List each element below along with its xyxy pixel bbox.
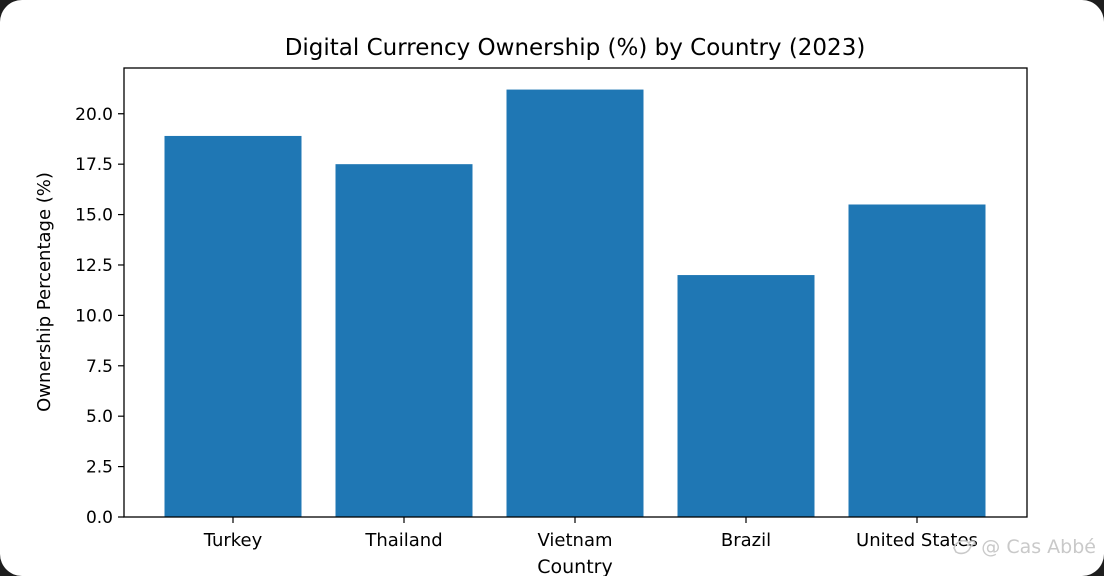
bar-thailand	[335, 164, 473, 517]
x-tick-label: Brazil	[721, 530, 771, 551]
y-tick-label: 20.0	[75, 105, 113, 125]
bar-brazil	[677, 275, 815, 517]
y-tick-label: 5.0	[86, 407, 113, 427]
y-tick-label: 2.5	[86, 458, 113, 478]
watermark: @ Cas Abbé	[951, 536, 1096, 558]
y-tick-label: 0.0	[86, 508, 113, 528]
x-tick-label: Thailand	[364, 530, 442, 551]
x-tick-label: Turkey	[203, 530, 263, 551]
y-tick-label: 12.5	[75, 256, 113, 276]
bar-vietnam	[506, 89, 644, 517]
y-tick-label: 10.0	[75, 306, 113, 326]
bar-united-states	[848, 204, 986, 517]
chart-title: Digital Currency Ownership (%) by Countr…	[285, 35, 866, 61]
x-tick-label: Vietnam	[537, 530, 612, 551]
plot-frame	[123, 67, 1028, 518]
y-tick-label: 7.5	[86, 357, 113, 377]
bar-turkey	[164, 135, 302, 517]
watermark-text: @ Cas Abbé	[981, 536, 1096, 558]
y-tick-label: 17.5	[75, 155, 113, 175]
bird-logo-icon	[953, 539, 977, 555]
x-axis-label: Country	[537, 556, 612, 576]
x-tick-label: United States	[856, 530, 978, 551]
y-tick-label: 15.0	[75, 206, 113, 226]
y-axis-label: Ownership Percentage (%)	[34, 172, 55, 412]
